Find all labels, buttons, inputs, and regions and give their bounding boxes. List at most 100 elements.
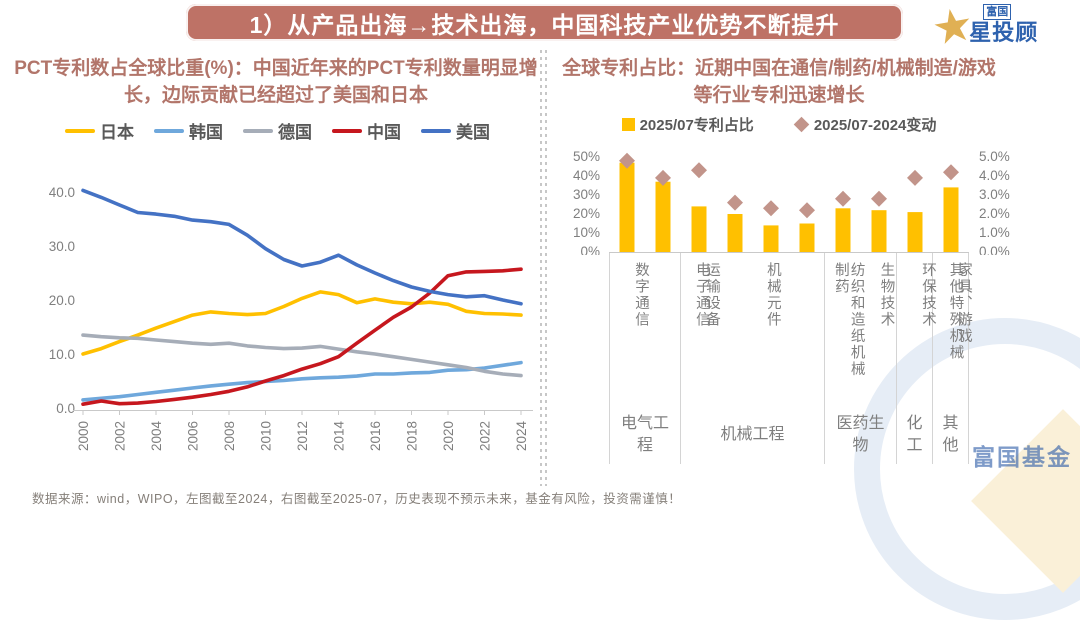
svg-text:30%: 30% <box>573 187 600 202</box>
watermark-brand-text: 富国基金 <box>972 444 1072 470</box>
svg-text:40%: 40% <box>573 168 600 183</box>
svg-text:2008: 2008 <box>222 421 237 451</box>
diamond-其他特殊机械 <box>799 202 815 219</box>
svg-text:2010: 2010 <box>259 421 274 451</box>
bar-group-label: 机械工程 <box>720 426 785 444</box>
brand-logo: ★ 富国 星投顾 <box>928 0 1039 55</box>
slide-title: 1）从产品出海→技术出海，中国科技产业优势不断提升 <box>249 11 840 38</box>
source-disclaimer: 数据来源：wind，WIPO，左图截至2024，右图截至2025-07，历史表现… <box>32 492 682 506</box>
svg-text:2000: 2000 <box>76 421 91 451</box>
star-icon: ★ <box>927 0 978 56</box>
legend-label: 日本 <box>100 123 134 142</box>
patent-bar-chart-svg: 0% 10% 20% 30% 40% 50% 0.0% 1.0% 2.0% 3.0% 4.0% 5.0… <box>573 149 1010 255</box>
diamond-家具、游戏 <box>943 164 959 181</box>
legend-item: 2025/07专利占比 <box>621 114 754 135</box>
legend-item: 美国 <box>421 118 490 143</box>
legend-item: 中国 <box>332 118 401 143</box>
svg-text:20.0: 20.0 <box>49 293 75 308</box>
legend-item: 2025/07-2024变动 <box>793 114 936 135</box>
bar-category-label: 家具、游戏 <box>956 262 973 345</box>
svg-text:50%: 50% <box>573 149 600 164</box>
diamond-制药 <box>835 190 851 207</box>
bar-category-label: 其他特殊机械 <box>947 262 964 361</box>
bar-category-label: 纺织和造纸机械 <box>848 262 865 378</box>
legend-label: 德国 <box>278 123 312 142</box>
category-group: 制药 生物技术医药生物 <box>825 253 897 464</box>
brand-badge: 富国 <box>983 4 1012 20</box>
legend-label: 韩国 <box>189 123 223 142</box>
svg-text:2020: 2020 <box>441 421 456 451</box>
legend-item: 日本 <box>65 118 134 143</box>
legend-item: 韩国 <box>154 118 223 143</box>
legend-label: 美国 <box>456 123 490 142</box>
line-series-韩国 <box>81 360 523 402</box>
pct-line-chart-svg: 0.0 10.0 20.0 30.0 40.0 2000 2002 2004 2006 2008 2… <box>49 185 533 452</box>
svg-text:2002: 2002 <box>113 421 128 451</box>
right-chart-title: 全球专利占比：近期中国在通信/制药/机械制造/游戏等行业专利迅速增长 <box>562 58 996 106</box>
category-group: 运输设备 机械元件 纺织和造纸机械 其他特殊机械机械工程 <box>681 253 964 464</box>
bar-运输设备 <box>691 206 707 252</box>
diamond-环保技术 <box>907 169 923 186</box>
legend-line-swatch <box>154 128 184 133</box>
bar-电子通信 <box>655 181 671 252</box>
slide-title-banner: 1）从产品出海→技术出海，中国科技产业优势不断提升 <box>186 4 903 41</box>
diamond-机械元件 <box>727 194 743 211</box>
diamond-纺织和造纸机械 <box>763 200 779 217</box>
bar-group-label: 其他 <box>942 415 959 454</box>
bar-category-label: 制药 <box>832 262 849 295</box>
brand-name: 星投顾 <box>969 20 1039 45</box>
left-chart-title: PCT专利数占全球比重(%)：中国近年来的PCT专利数量明显增长，边际贡献已经超… <box>14 58 538 106</box>
svg-text:2018: 2018 <box>405 421 420 451</box>
svg-text:0.0%: 0.0% <box>979 244 1010 255</box>
bar-数字通信 <box>619 162 635 252</box>
svg-text:0%: 0% <box>580 244 600 255</box>
svg-text:2014: 2014 <box>332 421 347 452</box>
bar-category-label: 电子通信 <box>693 262 710 328</box>
legend-line-swatch <box>332 128 362 133</box>
bar-category-label: 运输设备 <box>704 262 721 328</box>
legend-line-swatch <box>65 128 95 133</box>
svg-text:2006: 2006 <box>186 421 201 451</box>
bar-category-label: 环保技术 <box>920 262 937 328</box>
bar-group-label: 电气工程 <box>620 415 669 454</box>
legend-label: 中国 <box>367 123 401 142</box>
legend-diamond-swatch <box>793 116 810 133</box>
legend-item: 德国 <box>243 118 312 143</box>
diamond-生物技术 <box>871 190 887 207</box>
diamond-运输设备 <box>691 162 707 179</box>
svg-text:4.0%: 4.0% <box>979 168 1010 183</box>
svg-text:10%: 10% <box>573 225 600 240</box>
bar-纺织和造纸机械 <box>763 225 779 252</box>
diamond-数字通信 <box>619 152 635 169</box>
bar-家具、游戏 <box>943 187 959 252</box>
bar-生物技术 <box>871 210 887 252</box>
left-chart-legend: 日本 韩国 德国 中国 美国 <box>20 118 535 143</box>
bar-category-groups: 数字通信 电子通信电气工程 运输设备 机械元件 纺织和造纸机械 其他特殊机械机械工程 制药生… <box>609 252 973 464</box>
bar-环保技术 <box>907 212 923 252</box>
bar-category-label: 数字通信 <box>633 262 650 328</box>
svg-text:2.0%: 2.0% <box>979 206 1010 221</box>
svg-text:0.0: 0.0 <box>56 401 75 416</box>
bar-机械元件 <box>727 214 743 252</box>
svg-text:2004: 2004 <box>149 421 164 452</box>
right-chart-legend: 2025/07专利占比 2025/07-2024变动 <box>553 114 1005 135</box>
bar-制药 <box>835 208 851 252</box>
bar-category-label: 生物技术 <box>878 262 895 328</box>
legend-line-swatch <box>421 128 451 133</box>
line-series-美国 <box>81 188 523 306</box>
panel-divider-right-dash <box>545 50 547 486</box>
category-group: 环保技术化工 <box>897 253 937 464</box>
bar-其他特殊机械 <box>799 223 815 252</box>
svg-text:2024: 2024 <box>514 421 529 452</box>
svg-text:40.0: 40.0 <box>49 185 75 200</box>
svg-text:30.0: 30.0 <box>49 239 75 254</box>
svg-text:1.0%: 1.0% <box>979 225 1010 240</box>
bar-category-label: 机械元件 <box>764 262 781 328</box>
svg-text:10.0: 10.0 <box>49 347 75 362</box>
panel-divider-left-dash <box>540 50 542 486</box>
bar-group-label: 化工 <box>906 415 923 454</box>
svg-text:20%: 20% <box>573 206 600 221</box>
line-series-日本 <box>81 290 523 356</box>
category-group: 家具、游戏其他 <box>933 253 973 464</box>
bar-group-label: 医药生物 <box>836 415 885 454</box>
